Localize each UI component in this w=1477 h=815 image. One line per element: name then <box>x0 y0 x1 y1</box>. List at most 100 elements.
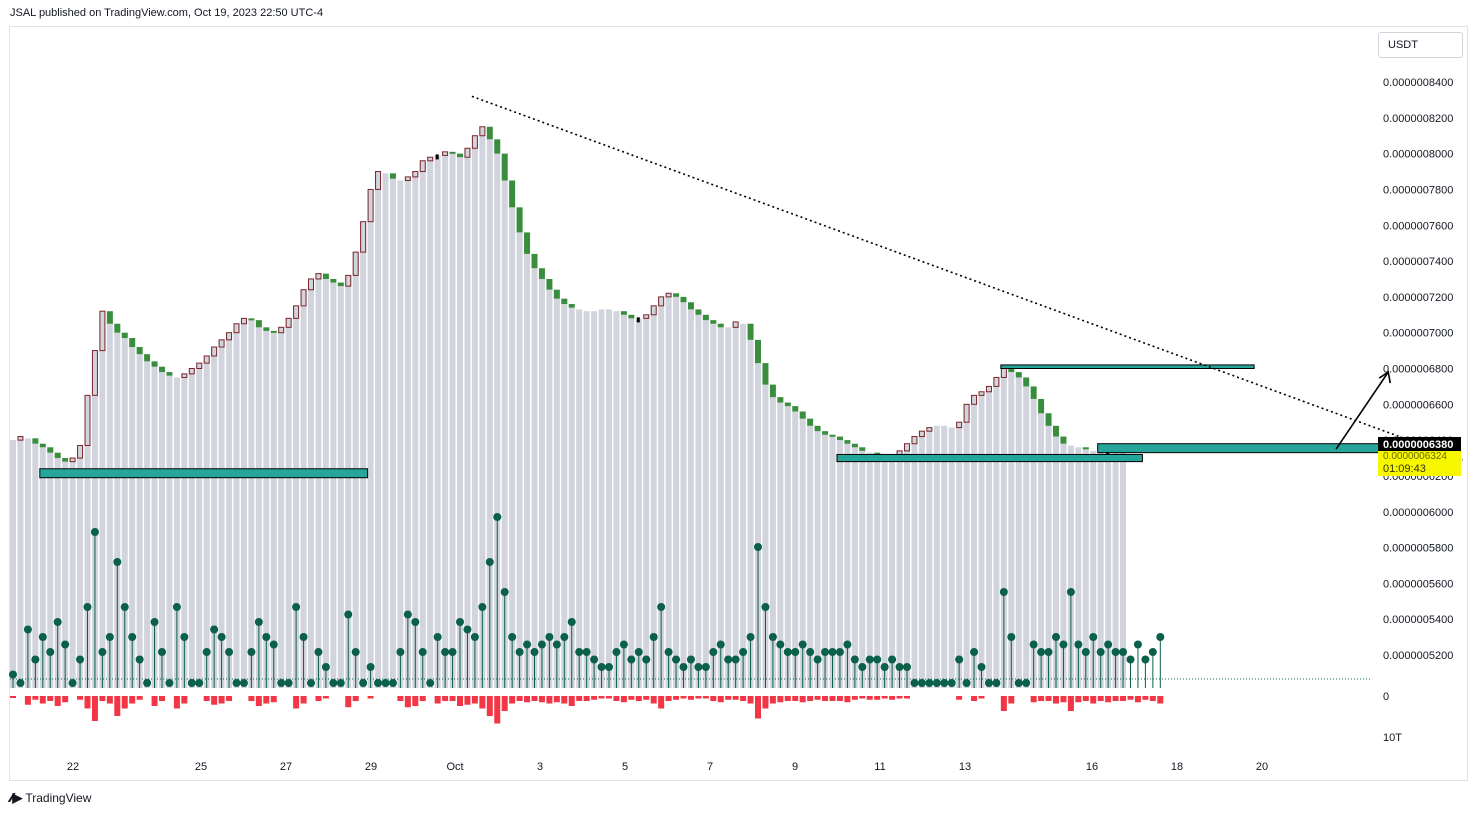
indicator-dot <box>806 648 815 656</box>
price-bar <box>263 330 270 688</box>
volume-bar <box>151 696 158 706</box>
candle-down <box>844 440 851 444</box>
indicator-dot <box>634 648 643 656</box>
indicator-dot <box>388 679 397 687</box>
candle-down <box>747 323 754 340</box>
indicator-dot <box>664 648 673 656</box>
candle-up <box>419 160 426 173</box>
price-bar <box>1112 450 1119 688</box>
indicator-dot <box>292 603 301 611</box>
indicator-dot <box>835 648 844 656</box>
volume-bar <box>10 696 16 698</box>
candle-down <box>799 411 806 419</box>
price-bar <box>449 153 456 688</box>
candle-up <box>963 403 970 423</box>
price-tick-label: 0.0000005400 <box>1383 614 1453 626</box>
indicator-dot <box>888 655 897 664</box>
indicator-dot <box>336 679 345 687</box>
indicator-dot <box>649 633 658 641</box>
volume-bar <box>583 696 590 701</box>
indicator-dot <box>709 648 718 656</box>
price-bar <box>784 406 791 688</box>
candle-down <box>509 180 516 208</box>
candle-down <box>680 296 687 303</box>
candle-down <box>814 425 821 432</box>
price-bar <box>1008 372 1015 688</box>
indicator-dot <box>619 640 628 649</box>
volume-bar <box>203 696 210 701</box>
last-price-label-bg <box>1378 437 1461 451</box>
volume-bar <box>412 696 419 706</box>
volume-bar <box>769 696 776 704</box>
candle-up <box>427 156 434 162</box>
volume-bar <box>352 696 359 701</box>
candle-up <box>926 427 933 432</box>
candle-down <box>702 314 709 321</box>
indicator-dot <box>493 513 502 521</box>
price-bar <box>933 425 940 688</box>
footer-brand[interactable]: ⁄⁄▶ TradingView <box>10 790 91 806</box>
volume-bar <box>792 696 799 701</box>
candle-up <box>211 346 218 357</box>
volume-bar <box>762 696 769 709</box>
candle-down <box>717 323 724 328</box>
candle-up <box>978 391 985 396</box>
indicator-dot <box>448 648 457 656</box>
volume-bar <box>732 696 739 700</box>
volume-bar <box>516 696 523 701</box>
price-bar <box>10 440 16 688</box>
candle-down <box>389 173 396 179</box>
time-tick-label: 13 <box>959 761 971 773</box>
candle-down <box>151 361 158 367</box>
volume-bar <box>136 696 143 700</box>
volume-histogram <box>10 696 1164 724</box>
volume-bar <box>836 696 843 701</box>
price-bar <box>196 363 203 688</box>
indicator-dot <box>381 679 390 687</box>
indicator-dot <box>351 648 360 656</box>
indicator-dot <box>582 648 591 656</box>
price-bar <box>844 443 851 688</box>
price-bar <box>285 318 292 688</box>
candle-up <box>196 362 203 369</box>
volume-bar <box>419 696 426 701</box>
price-bar <box>404 176 411 688</box>
indicator-dot <box>1133 640 1142 649</box>
price-tick-label: 0.0000008200 <box>1383 113 1453 125</box>
candle-down <box>54 452 61 459</box>
indicator-dot <box>865 655 874 664</box>
candle-down <box>628 314 635 319</box>
currency-label: USDT <box>1388 39 1418 51</box>
indicator-dot <box>277 679 286 687</box>
volume-bar <box>471 696 478 704</box>
volume-bar <box>814 696 821 700</box>
indicator-dot <box>411 618 420 626</box>
indicator-dot <box>23 625 32 634</box>
candle-down <box>136 347 143 355</box>
price-bar <box>62 461 69 688</box>
candle-down <box>755 339 761 364</box>
volume-bar <box>717 696 724 703</box>
indicator-dot <box>217 633 226 641</box>
time-tick-label: Oct <box>446 761 463 773</box>
price-bar <box>628 318 635 688</box>
price-tick-label: 0.0000006000 <box>1383 507 1453 519</box>
volume-bar <box>464 696 471 705</box>
time-axis[interactable]: 22 25 27 29 Oct 3 5 7 9 11 13 16 18 20 <box>67 761 1268 773</box>
candle-down <box>114 323 121 333</box>
last-price-label: 0.0000006380 <box>1383 439 1453 451</box>
time-tick-label: 9 <box>792 761 798 773</box>
candle-up <box>308 278 314 291</box>
indicator-dot <box>686 655 695 664</box>
indicator-dot <box>1037 648 1046 656</box>
candle-up <box>658 296 665 307</box>
price-bar <box>866 452 873 688</box>
price-bar <box>226 332 233 688</box>
price-bar <box>389 178 396 688</box>
price-axis[interactable]: 0.0000008400 0.0000008200 0.0000008000 0.00… <box>1383 77 1453 744</box>
volume-bar <box>159 696 165 701</box>
price-bar <box>91 350 98 688</box>
currency-selector[interactable]: USDT <box>1378 32 1463 58</box>
price-bar <box>211 347 218 688</box>
